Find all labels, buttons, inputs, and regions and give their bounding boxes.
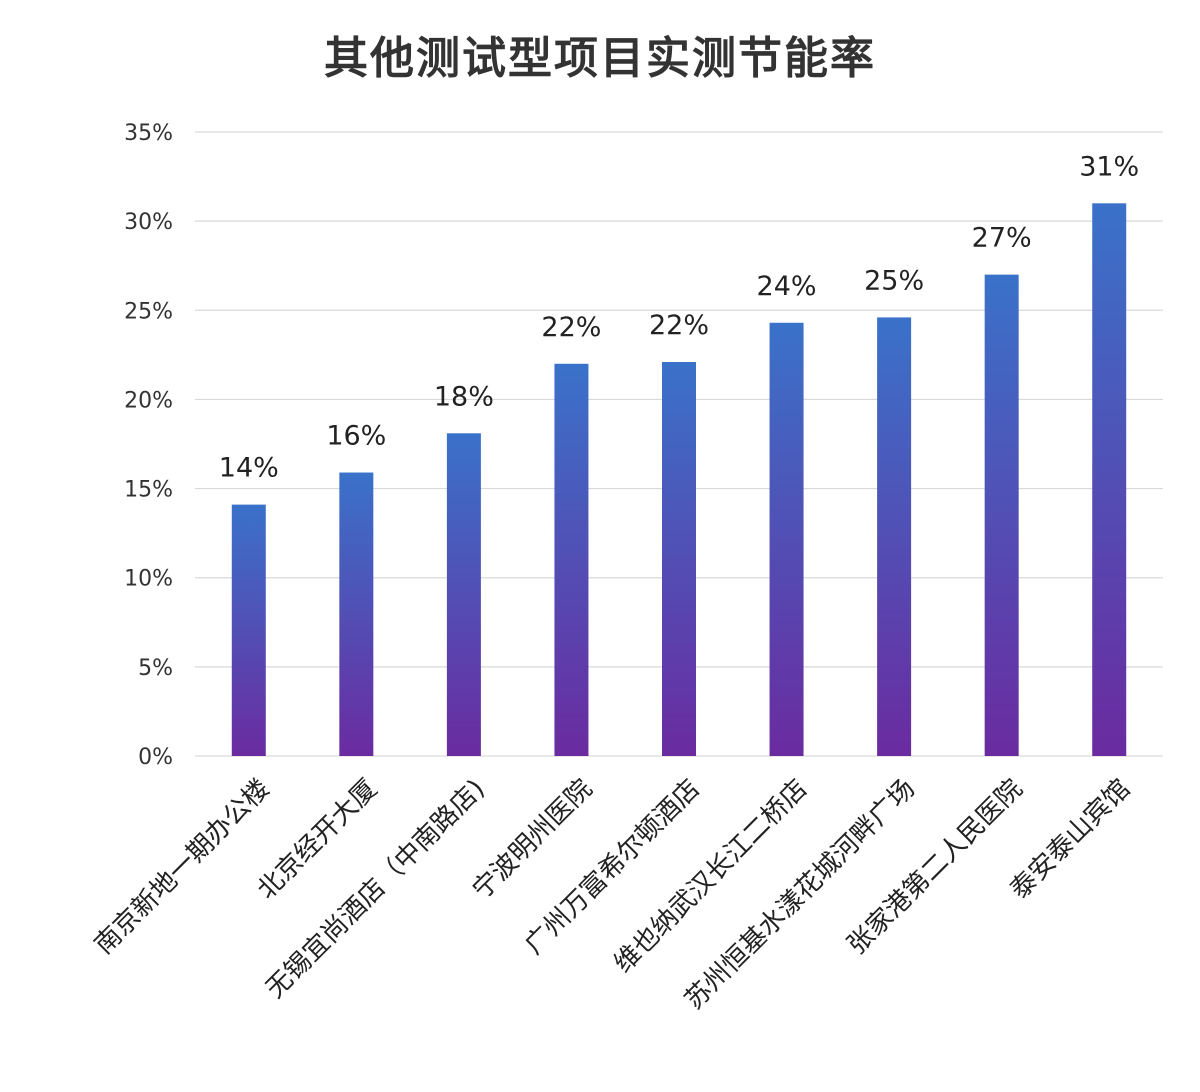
category-label: 南京新地一期办公楼: [89, 774, 276, 961]
data-labels: 14% 16% 18% 22% 22% 24% 25% 27% 31%: [219, 151, 1139, 483]
bars: [231, 203, 1127, 757]
bar: [769, 322, 804, 756]
y-tick-label: 25%: [124, 299, 173, 324]
bar: [1092, 203, 1127, 757]
category-label: 苏州恒基水漾花城河畔广场: [679, 774, 921, 1016]
data-label: 24%: [757, 271, 817, 302]
bar: [231, 504, 266, 756]
category-label: 维也纳武汉长江二桥店: [608, 774, 813, 979]
data-label: 27%: [972, 223, 1032, 254]
data-label: 22%: [541, 312, 601, 343]
bar: [662, 361, 696, 756]
bar: [446, 433, 481, 756]
y-tick-label: 5%: [138, 656, 173, 681]
data-label: 25%: [864, 265, 924, 296]
chart-title: 其他测试型项目实测节能率: [324, 33, 876, 84]
data-label: 16%: [326, 421, 386, 452]
data-label: 22%: [649, 310, 709, 341]
bar: [554, 363, 589, 756]
y-tick-label: 15%: [124, 478, 173, 503]
category-label: 无锡宜尚酒店（中南路店): [260, 774, 491, 1005]
bar: [984, 274, 1019, 756]
x-axis-categories: 南京新地一期办公楼北京经开大厦无锡宜尚酒店（中南路店)宁波明州医院广州万富希尔顿…: [89, 774, 1136, 1016]
data-label: 18%: [434, 381, 494, 412]
y-tick-label: 35%: [124, 121, 173, 146]
y-tick-label: 10%: [124, 567, 173, 592]
data-label: 31%: [1079, 151, 1139, 182]
y-tick-label: 0%: [138, 745, 173, 770]
bar: [339, 472, 374, 756]
y-tick-label: 30%: [124, 210, 173, 235]
category-label: 张家港第二人民医院: [842, 774, 1029, 961]
bar: [877, 317, 912, 756]
y-tick-label: 20%: [124, 388, 173, 413]
y-axis-ticks: 0% 5% 10% 15% 20% 25% 30% 35%: [124, 121, 173, 770]
category-label: 广州万富希尔顿酒店: [519, 774, 706, 961]
data-label: 14%: [219, 453, 279, 484]
